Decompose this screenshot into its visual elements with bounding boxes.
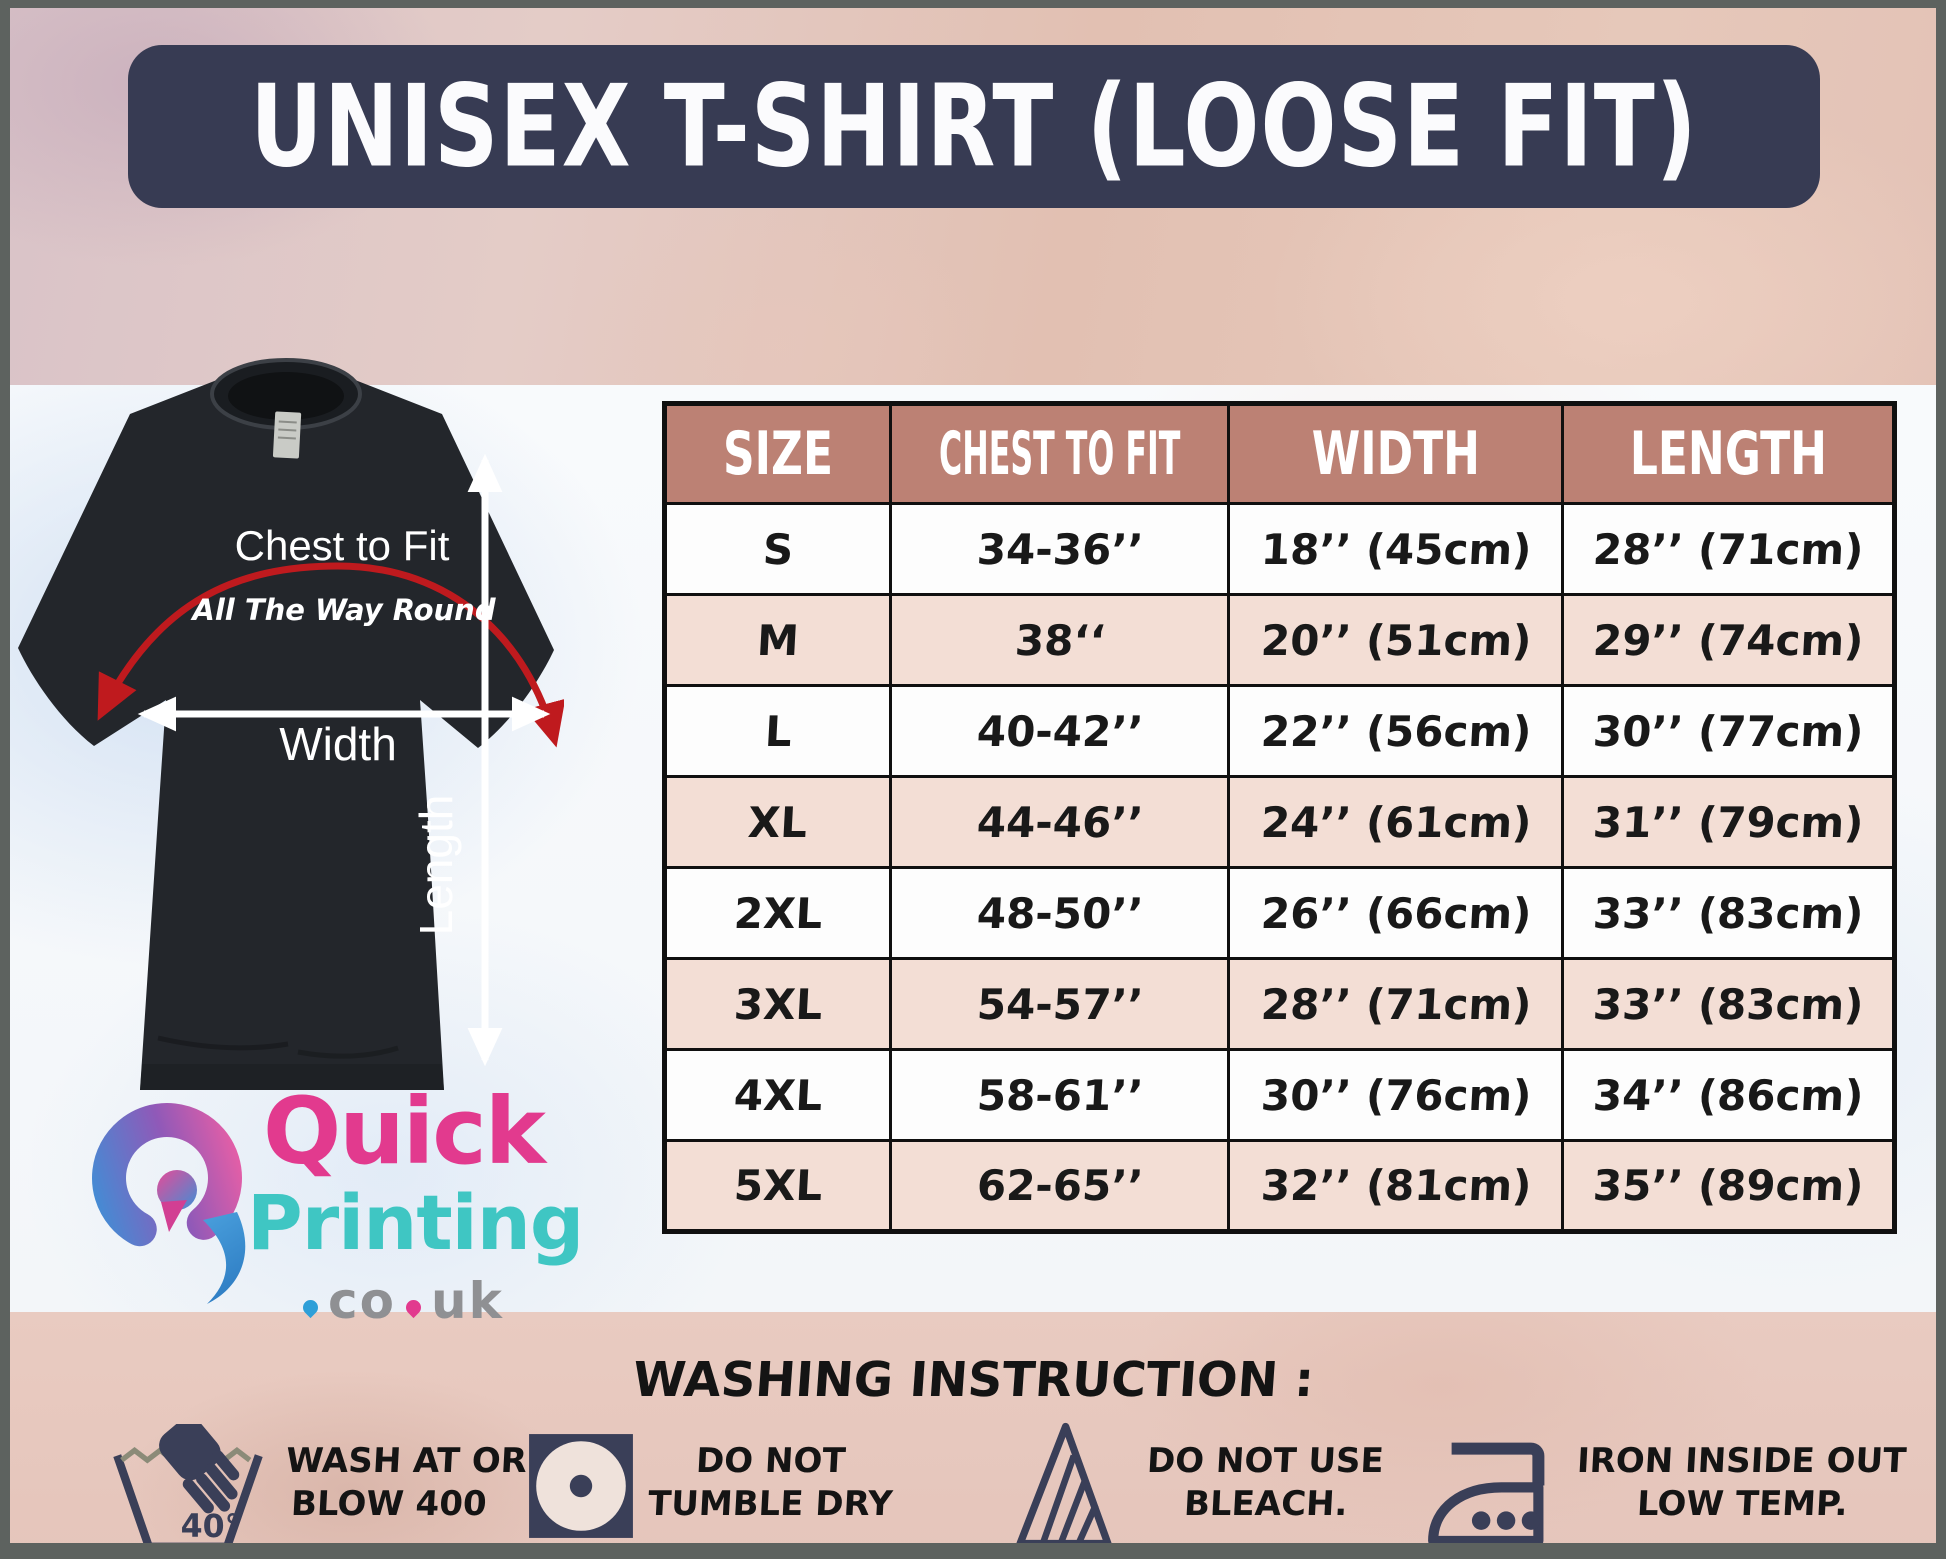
- size-cell: XL: [663, 775, 892, 869]
- chest-cell: 34-36’’: [888, 502, 1231, 596]
- washing-section-band: [0, 1312, 1946, 1559]
- do-not-tumble-dry-icon: [529, 1434, 633, 1538]
- size-cell: S: [663, 502, 892, 596]
- width-cell: 20’’ (51cm): [1227, 593, 1565, 687]
- width-cell: 18’’ (45cm): [1227, 502, 1565, 596]
- length-label: Length: [410, 795, 462, 936]
- width-cell: 26’’ (66cm): [1227, 866, 1565, 960]
- chest-cell: 48-50’’: [888, 866, 1231, 960]
- size-cell: L: [663, 684, 892, 778]
- washing-section-header: WASHING INSTRUCTION :: [0, 1352, 1946, 1408]
- width-label: Width: [279, 718, 397, 770]
- width-cell: 30’’ (76cm): [1227, 1048, 1565, 1142]
- logo-suffix: co uk: [299, 1272, 504, 1330]
- table-row: 5XL 62-65’’ 32’’ (81cm) 35’’ (89cm): [663, 1139, 1897, 1233]
- size-chart-header-length: LENGTH: [1561, 402, 1897, 505]
- length-cell: 34’’ (86cm): [1561, 1048, 1897, 1142]
- size-cell: 5XL: [663, 1139, 892, 1233]
- size-cell: 4XL: [663, 1048, 892, 1142]
- all-the-way-round-label: All The Way Round: [190, 593, 495, 627]
- logo-word-quick: Quick: [263, 1078, 546, 1185]
- hand-wash-40-icon: 40°: [113, 1424, 263, 1551]
- size-chart-header-row: SIZE CHEST TO FIT WIDTH LENGTH: [663, 402, 1897, 505]
- tshirt-measurement-diagram: Chest to Fit All The Way Round Width Len…: [18, 358, 564, 1090]
- size-cell: 2XL: [663, 866, 892, 960]
- chest-cell: 54-57’’: [888, 957, 1231, 1051]
- table-row: 3XL 54-57’’ 28’’ (71cm) 33’’ (83cm): [663, 957, 1897, 1051]
- logo-suffix-co: co: [328, 1272, 396, 1330]
- wash-item-label: IRON INSIDE OUT LOW TEMP.: [1576, 1441, 1908, 1524]
- washing-title: WASHING INSTRUCTION :: [630, 1352, 1316, 1408]
- logo-word-printing: Printing: [247, 1178, 584, 1267]
- wash-item-label: WASH AT OR BLOW 400: [284, 1441, 528, 1524]
- wash-item-label: DO NOT USE BLEACH.: [1146, 1441, 1385, 1524]
- logo-suffix-uk: uk: [431, 1272, 504, 1330]
- length-cell: 28’’ (71cm): [1561, 502, 1897, 596]
- water-drop-icon: [402, 1296, 425, 1318]
- size-cell: M: [663, 593, 892, 687]
- chest-cell: 62-65’’: [888, 1139, 1231, 1233]
- size-chart-table: SIZE CHEST TO FIT WIDTH LENGTH S 34-36’’…: [662, 401, 1898, 1234]
- length-cell: 33’’ (83cm): [1561, 957, 1897, 1051]
- table-row: 4XL 58-61’’ 30’’ (76cm) 34’’ (86cm): [663, 1048, 1897, 1142]
- width-cell: 32’’ (81cm): [1227, 1139, 1565, 1233]
- do-not-bleach-icon: [1016, 1422, 1112, 1548]
- chest-cell: 58-61’’: [888, 1048, 1231, 1142]
- table-row: S 34-36’’ 18’’ (45cm) 28’’ (71cm): [663, 502, 1897, 596]
- width-cell: 24’’ (61cm): [1227, 775, 1565, 869]
- width-cell: 28’’ (71cm): [1227, 957, 1565, 1051]
- water-drop-icon: [299, 1296, 322, 1318]
- table-row: M 38‘‘ 20’’ (51cm) 29’’ (74cm): [663, 593, 1897, 687]
- table-row: L 40-42’’ 22’’ (56cm) 30’’ (77cm): [663, 684, 1897, 778]
- size-cell: 3XL: [663, 957, 892, 1051]
- table-row: XL 44-46’’ 24’’ (61cm) 31’’ (79cm): [663, 775, 1897, 869]
- size-chart-header-size: SIZE: [663, 402, 892, 505]
- chest-cell: 44-46’’: [888, 775, 1231, 869]
- chest-cell: 40-42’’: [888, 684, 1231, 778]
- length-cell: 30’’ (77cm): [1561, 684, 1897, 778]
- table-row: 2XL 48-50’’ 26’’ (66cm) 33’’ (83cm): [663, 866, 1897, 960]
- chest-measure-arc: [97, 562, 564, 748]
- page-title: UNISEX T-SHIRT (LOOSE FIT): [250, 60, 1698, 193]
- wash-item-label: DO NOT TUMBLE DRY: [647, 1441, 894, 1524]
- size-chart-header-chest: CHEST TO FIT: [888, 402, 1231, 505]
- length-cell: 33’’ (83cm): [1561, 866, 1897, 960]
- logo-q-icon: [91, 1103, 246, 1304]
- length-cell: 35’’ (89cm): [1561, 1139, 1897, 1233]
- iron-icon: [1428, 1442, 1545, 1546]
- width-cell: 22’’ (56cm): [1227, 684, 1565, 778]
- length-cell: 31’’ (79cm): [1561, 775, 1897, 869]
- chest-to-fit-label: Chest to Fit: [235, 522, 450, 569]
- brand-logo: Quick Printing co uk: [85, 1078, 585, 1337]
- collar: [210, 358, 362, 430]
- svg-text:40°: 40°: [181, 1509, 241, 1545]
- title-banner: UNISEX T-SHIRT (LOOSE FIT): [128, 45, 1820, 208]
- size-chart-header-width: WIDTH: [1227, 402, 1565, 505]
- chest-cell: 38‘‘: [888, 593, 1231, 687]
- size-tag: [272, 411, 302, 459]
- length-cell: 29’’ (74cm): [1561, 593, 1897, 687]
- size-chart-body: S 34-36’’ 18’’ (45cm) 28’’ (71cm) M 38‘‘…: [663, 502, 1897, 1233]
